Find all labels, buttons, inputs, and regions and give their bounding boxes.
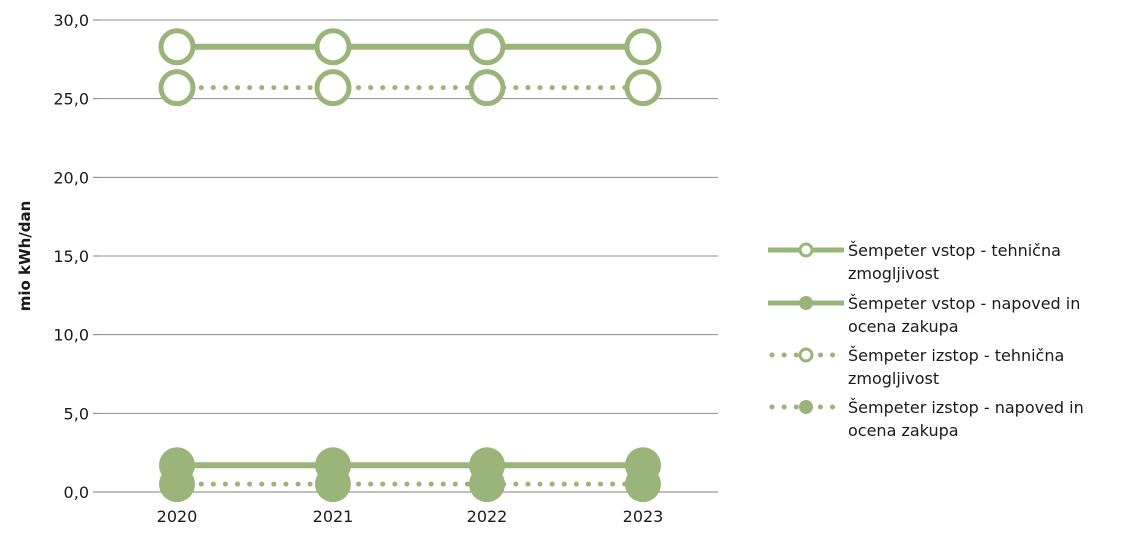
- x-tick-label: 2022: [467, 507, 508, 526]
- legend-label: Šempeter vstop - tehnična: [848, 241, 1061, 260]
- y-tick-label: 5,0: [64, 404, 89, 423]
- legend-item: Šempeter vstop - napoved in ocena zakupa: [768, 294, 1080, 336]
- legend-label: Šempeter izstop - napoved in: [848, 398, 1084, 417]
- data-point-filled: [469, 466, 505, 503]
- legend-marker-filled: [799, 400, 813, 414]
- data-point-filled: [315, 466, 351, 503]
- x-tick-label: 2021: [313, 507, 354, 526]
- legend-label: zmogljivost: [848, 264, 939, 283]
- data-point-open: [468, 69, 506, 107]
- legend-label: ocena zakupa: [848, 421, 959, 440]
- legend-marker-filled: [799, 296, 813, 310]
- data-point-open: [158, 69, 196, 107]
- legend-marker-open: [798, 347, 814, 363]
- data-point-filled: [159, 466, 195, 503]
- legend-item: Šempeter izstop - napoved in ocena zakupa: [769, 398, 1084, 440]
- data-point-open: [314, 28, 352, 66]
- data-point-open: [624, 28, 662, 66]
- legend-item: Šempeter vstop - tehnična zmogljivost: [768, 241, 1061, 283]
- y-tick-label: 0,0: [64, 483, 89, 502]
- legend-item: Šempeter izstop - tehnična zmogljivost: [769, 346, 1064, 388]
- data-point-open: [624, 69, 662, 107]
- series-group: [158, 28, 662, 503]
- legend-marker-open: [798, 242, 814, 258]
- x-tick-label: 2023: [623, 507, 664, 526]
- gridlines: [93, 19, 718, 493]
- y-tick-label: 10,0: [53, 326, 89, 345]
- data-point-filled: [625, 466, 661, 503]
- y-tick-label: 20,0: [53, 168, 89, 187]
- legend-label: zmogljivost: [848, 369, 939, 388]
- legend-label: Šempeter izstop - tehnična: [848, 346, 1064, 365]
- data-point-open: [468, 28, 506, 66]
- legend: Šempeter vstop - tehničnazmogljivostŠemp…: [768, 241, 1084, 440]
- y-tick-label: 25,0: [53, 90, 89, 109]
- data-point-open: [314, 69, 352, 107]
- y-tick-label: 15,0: [53, 247, 89, 266]
- x-tick-labels: 2020 2021 2022 2023: [157, 507, 664, 526]
- data-point-open: [158, 28, 196, 66]
- y-tick-label: 30,0: [53, 11, 89, 30]
- legend-label: ocena zakupa: [848, 317, 959, 336]
- legend-label: Šempeter vstop - napoved in: [848, 294, 1080, 313]
- y-axis-label: mio kWh/dan: [16, 201, 34, 312]
- y-tick-labels: 0,0 5,0 10,0 15,0 20,0 25,0 30,0: [53, 11, 89, 502]
- x-tick-label: 2020: [157, 507, 198, 526]
